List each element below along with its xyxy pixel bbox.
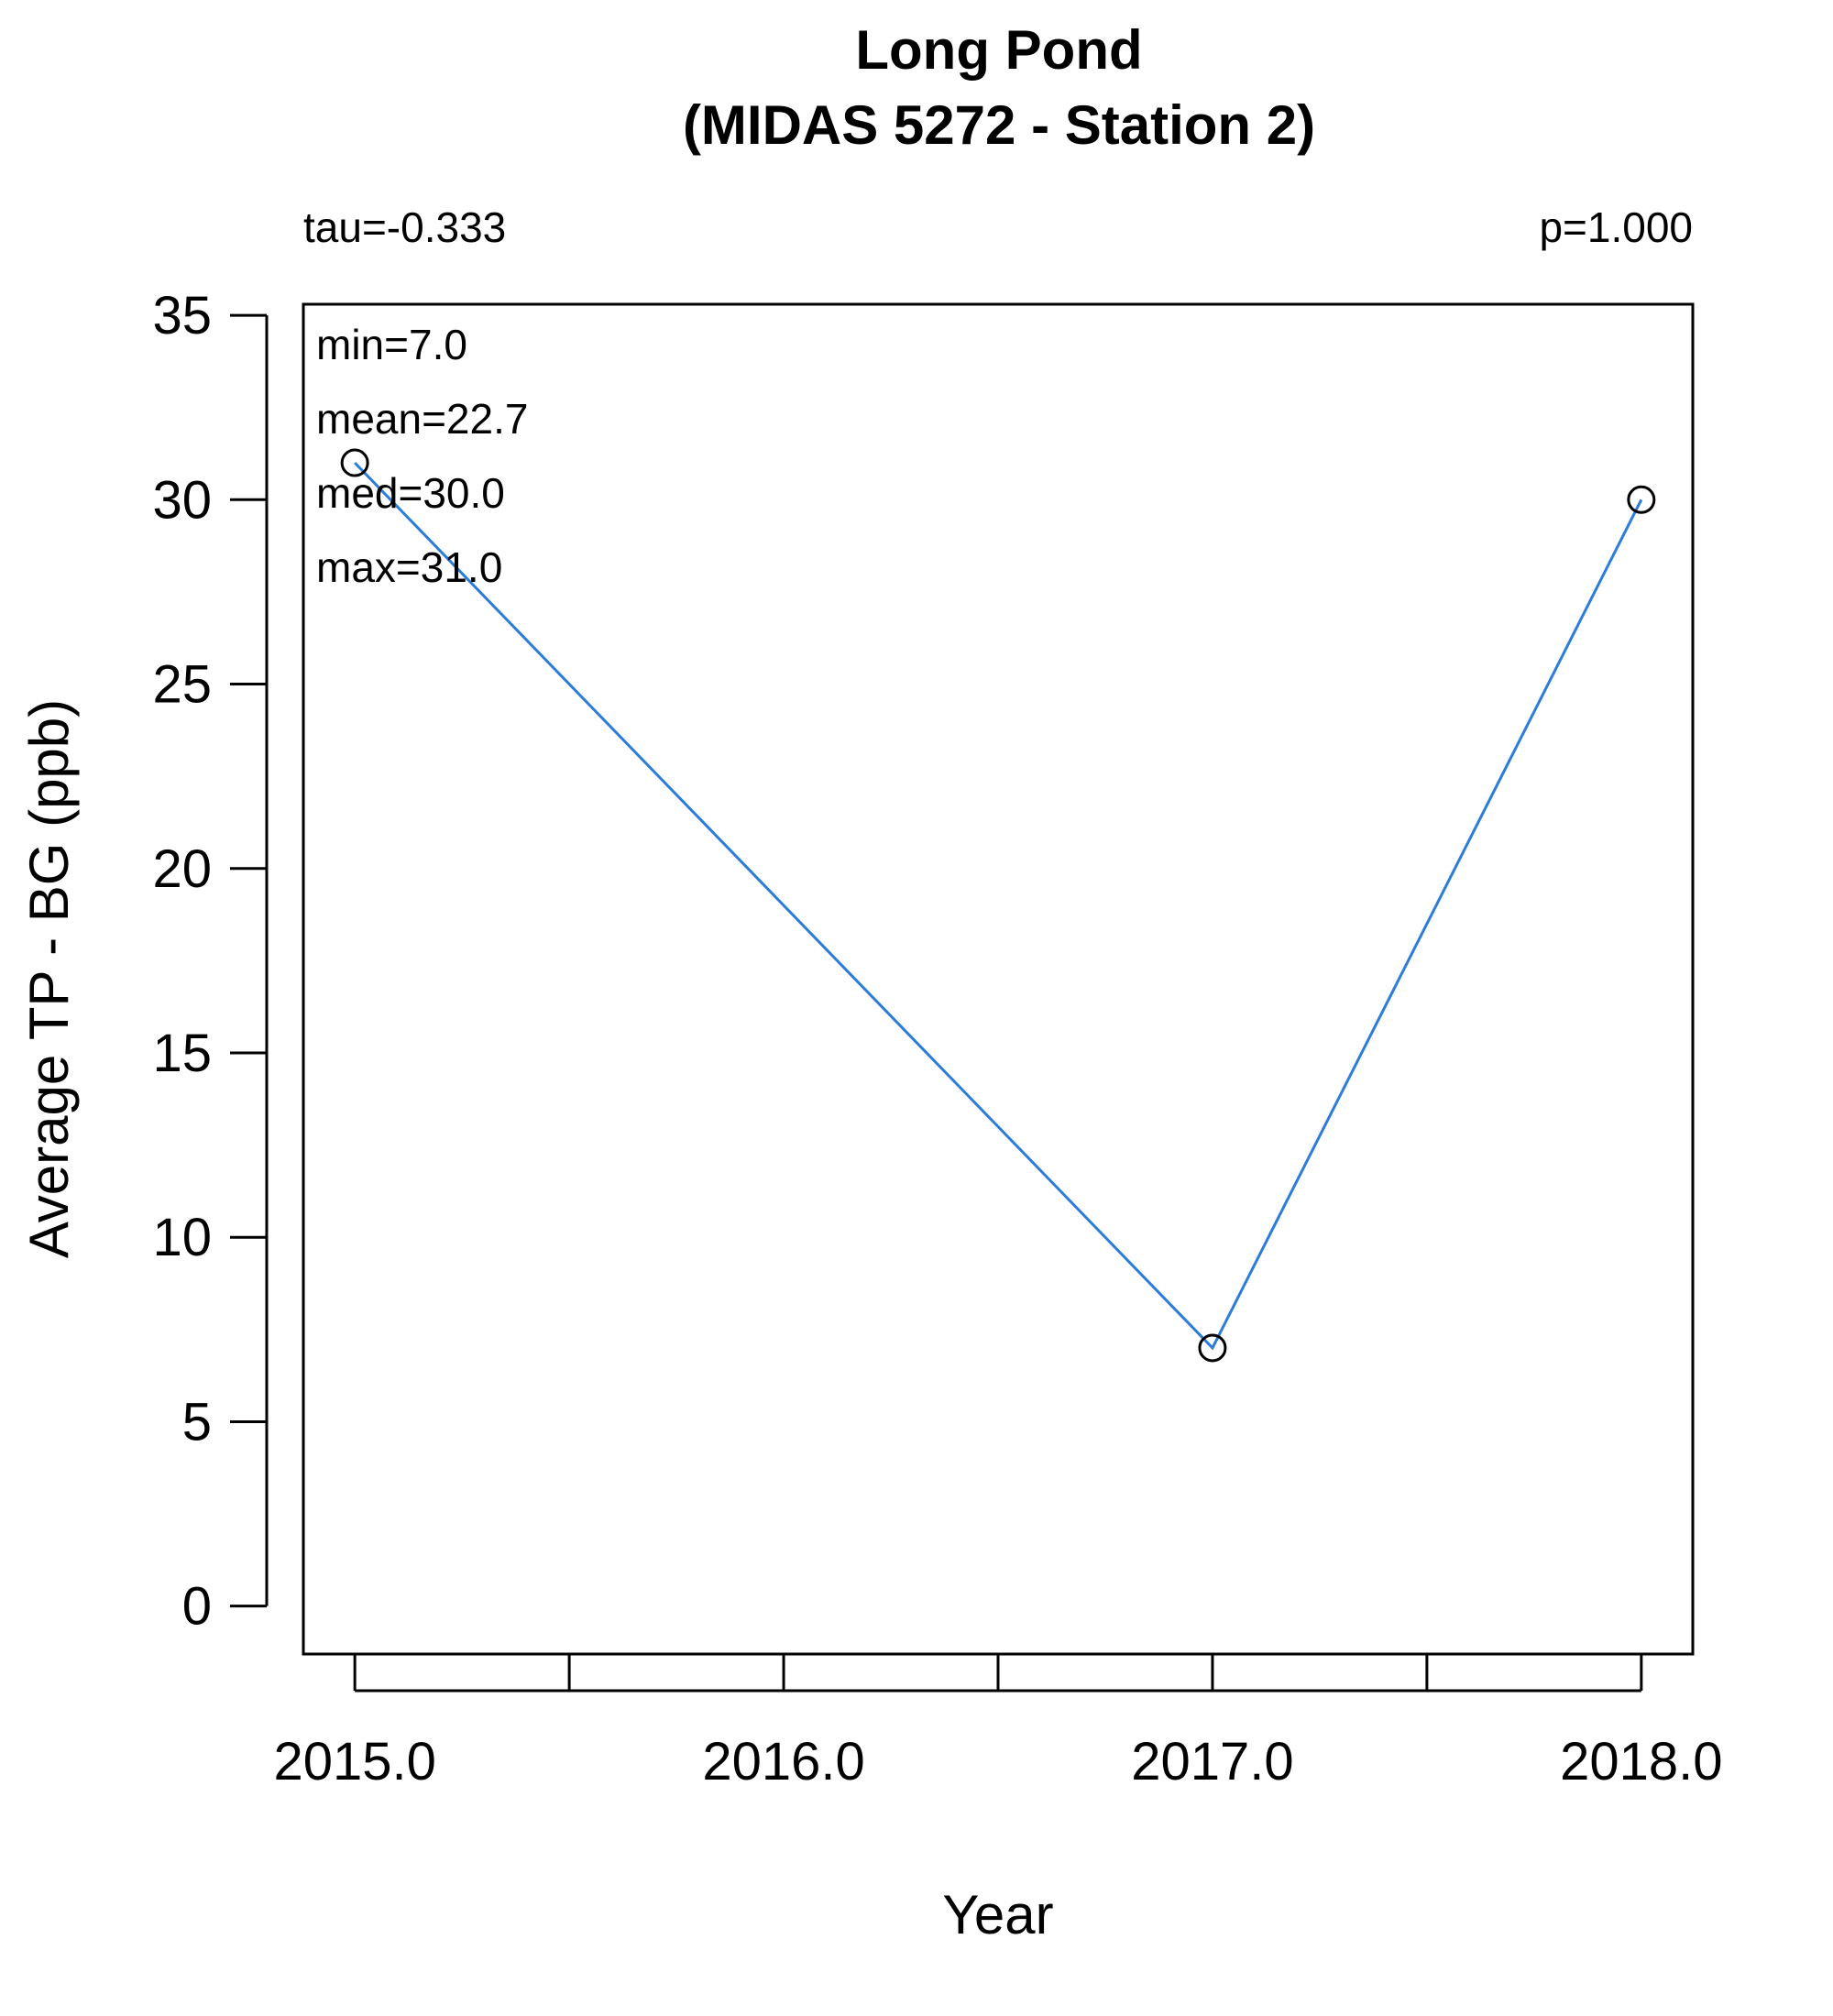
data-point: [1627, 485, 1656, 514]
p-value-annotation: p=1.000: [1539, 203, 1693, 251]
summary-stats: min=7.0 mean=22.7 med=30.0 max=31.0: [316, 321, 528, 591]
data-point: [1198, 1333, 1227, 1363]
y-tick-label: 10: [152, 1208, 212, 1267]
y-tick-label: 25: [152, 655, 212, 715]
x-axis-title: Year: [942, 1884, 1053, 1945]
x-tick-label: 2015.0: [273, 1732, 435, 1791]
y-tick-label: 5: [182, 1392, 212, 1452]
stat-label: min=7.0: [316, 321, 467, 368]
x-axis: 2015.0 2016.0 2017.0 2018.0: [273, 1654, 1723, 1791]
y-tick-label: 35: [152, 286, 212, 345]
stat-label: max=31.0: [316, 543, 502, 591]
tau-annotation: tau=-0.333: [303, 203, 506, 251]
y-tick-label: 30: [152, 470, 212, 530]
y-tick-label: 20: [152, 839, 212, 899]
x-tick-label: 2016.0: [702, 1732, 864, 1791]
y-axis: 0 5 10 15 20 25 30 35: [152, 286, 269, 1637]
chart-title-line-2: (MIDAS 5272 - Station 2): [683, 94, 1315, 156]
y-tick-label: 0: [182, 1577, 212, 1637]
plot-frame: [302, 302, 1695, 1656]
chart-title-line-1: Long Pond: [855, 19, 1142, 81]
y-tick-label: 15: [152, 1024, 212, 1083]
x-tick-label: 2017.0: [1131, 1732, 1293, 1791]
stat-label: med=30.0: [316, 469, 505, 517]
y-axis-title: Average TP - BG (ppb): [18, 699, 80, 1258]
stat-label: mean=22.7: [316, 395, 528, 443]
series-layer: [340, 448, 1656, 1363]
x-tick-label: 2018.0: [1560, 1732, 1722, 1791]
series-line: [354, 462, 1643, 1351]
data-point: [340, 448, 369, 477]
